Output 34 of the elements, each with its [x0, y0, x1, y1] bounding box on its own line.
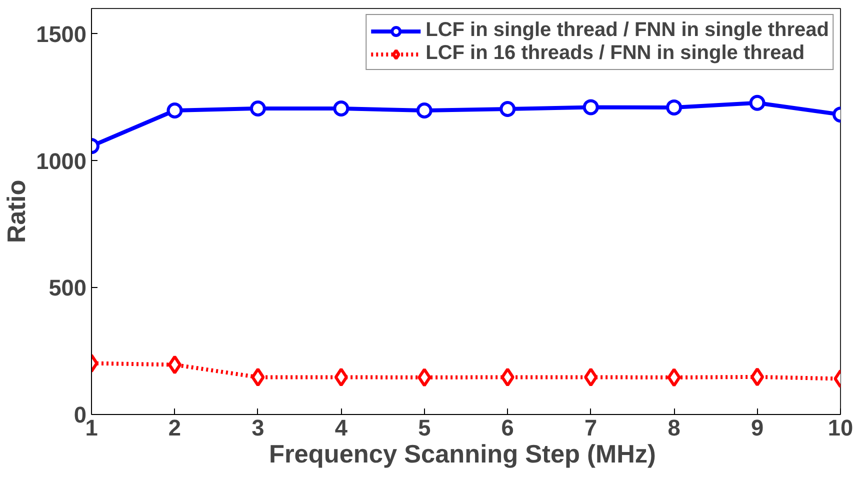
- point: [749, 94, 766, 111]
- x-tick-label: 10: [828, 414, 854, 440]
- x-tick-label: 8: [668, 414, 680, 440]
- point: [168, 355, 182, 374]
- x-tick-label: 2: [168, 414, 182, 440]
- point: [251, 368, 265, 387]
- point: [582, 99, 599, 116]
- point: [500, 368, 514, 387]
- x-tick-label: 1: [85, 414, 98, 440]
- point: [667, 368, 681, 387]
- y-tick-label: 1500: [36, 20, 87, 47]
- legend-label: LCF in 16 threads / FNN in single thread: [426, 42, 805, 65]
- point: [333, 100, 350, 116]
- x-axis-title: Frequency Scanning Step (MHz): [268, 440, 656, 468]
- point: [584, 368, 598, 387]
- y-tick-label: 1000: [36, 148, 87, 174]
- legend-label: LCF in single thread / FNN in single thread: [426, 19, 829, 42]
- point: [166, 102, 183, 118]
- x-tick-label: 3: [252, 414, 264, 440]
- point: [250, 100, 266, 116]
- x-tick-label: 9: [750, 414, 764, 440]
- y-tick-label: 0: [74, 402, 87, 428]
- x-tick-label: 7: [584, 414, 598, 440]
- point: [666, 99, 682, 116]
- x-tick-label: 6: [501, 414, 514, 440]
- y-axis-title: Ratio: [3, 180, 32, 244]
- y-tick-label: 500: [48, 274, 87, 301]
- point: [500, 101, 516, 117]
- point: [418, 368, 432, 387]
- x-tick-label: 4: [334, 414, 348, 440]
- point: [416, 102, 432, 118]
- point: [334, 368, 348, 387]
- x-tick-label: 5: [418, 414, 431, 440]
- point: [750, 367, 764, 386]
